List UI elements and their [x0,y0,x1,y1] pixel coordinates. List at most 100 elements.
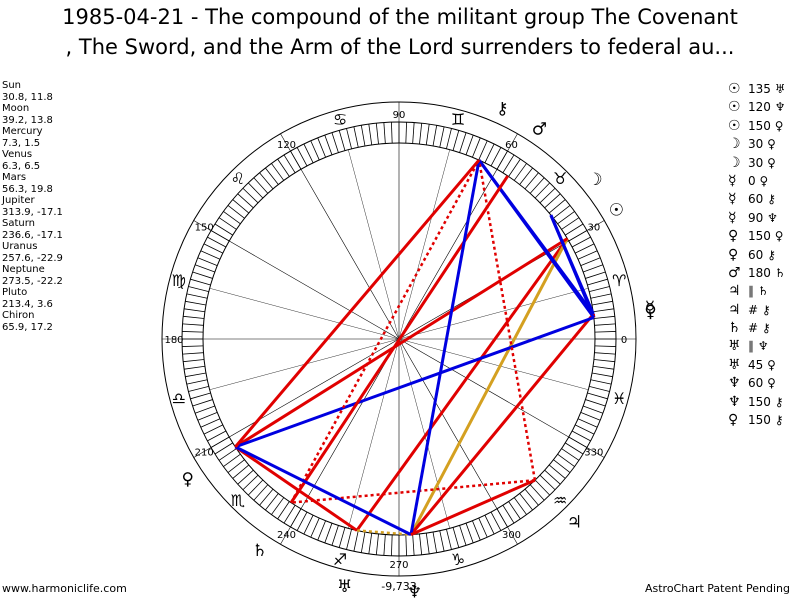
zodiac-sign-glyph: ♊ [451,110,465,129]
planet-coords: 39.2, 13.8 [2,114,53,126]
degree-tick [331,132,339,153]
aspect-row: ♆ 150 ⚷ [728,393,785,411]
degree-tick [207,236,227,248]
planet-name: Neptune [2,264,45,275]
aspect-planet-1-glyph: ♀ [728,412,739,429]
degree-tick [565,442,584,455]
aspect-value: 150 [748,413,775,428]
aspect-row: ☉ 135 ♅ [728,80,785,98]
spoke-line [193,220,400,340]
aspect-value: ∥ [748,339,758,354]
degree-tick [594,345,616,347]
degree-tick [587,392,608,400]
degree-tick [561,217,580,230]
aspect-line [234,159,481,448]
degree-tick [589,286,610,292]
aspect-planet-1-glyph: ☽ [728,136,741,153]
degree-tick [391,534,393,556]
planet-name: Pluto [2,287,28,298]
planet-glyph: ♂ [532,120,547,140]
degree-tick [534,182,551,199]
degree-tick [502,154,515,173]
aspect-line [289,175,509,504]
degree-tick [577,418,598,428]
degree-tick [425,124,430,145]
aspect-line [410,478,536,537]
degree-label: 210 [195,448,214,459]
degree-label: 300 [502,530,521,541]
degree-tick [478,140,488,161]
planet-name: Moon [2,103,30,114]
degree-tick [242,187,259,204]
degree-tick [184,308,205,313]
aspect-line [290,159,481,504]
planet-coords: 236.6, -17.1 [2,229,63,241]
aspect-row: ♅ ∥ ♆ [728,337,785,355]
degree-tick [419,533,423,555]
degree-tick [331,525,339,546]
aspect-line [549,214,596,319]
degree-tick [338,130,346,151]
degree-tick [375,533,379,555]
degree-tick [519,493,533,511]
aspect-planet-1-glyph: ☽ [728,154,741,171]
degree-tick [484,514,495,535]
planet-glyph: ☿ [645,298,655,318]
aspect-planet-2-glyph: ♄ [757,284,769,299]
degree-tick [580,412,601,421]
degree-tick [214,223,233,236]
aspect-planet-1-glyph: ♆ [728,375,741,392]
degree-tick [593,365,614,370]
degree-tick [383,122,386,144]
degree-tick [472,520,481,541]
zodiac-sign-glyph: ♑ [451,550,465,569]
degree-tick [194,264,215,273]
aspect-list: ☉ 135 ♅ ☉ 120 ♆ ☉ 150 ♀ ☽ 30 ♀ ☽ 30 ♀ ☿ 0 ♀ ☿ 60 ⚷ ☿ 90… [728,80,785,429]
aspect-value: 120 [748,100,775,115]
degree-tick [237,193,254,209]
degree-tick [574,424,595,435]
degree-tick [182,352,204,355]
aspect-line [477,159,537,481]
footer-website[interactable]: www.harmoniclife.com [2,582,127,595]
degree-tick [589,386,610,392]
degree-tick [310,517,320,538]
degree-tick [192,399,213,407]
degree-tick [218,217,237,230]
degree-tick [594,352,616,355]
spoke-line [398,338,589,390]
degree-tick [593,359,615,363]
degree-tick [185,372,207,378]
aspect-line [234,237,569,449]
planet-coords: 273.5, -22.2 [2,275,63,287]
degree-tick [452,130,460,151]
degree-tick [553,459,571,473]
aspect-planet-1-glyph: ♃ [728,301,741,318]
degree-tick [548,464,566,479]
degree-label: 90 [393,110,406,121]
spoke-line [398,149,450,340]
degree-tick [478,517,488,538]
spoke-line [193,338,400,458]
aspect-line [409,159,481,535]
degree-tick [594,323,616,326]
aspect-line [409,237,569,536]
degree-tick [186,379,208,385]
zodiac-sign-glyph: ♒ [553,491,567,510]
aspect-value: 150 [748,394,775,409]
aspect-planet-1-glyph: ☉ [728,81,741,97]
degree-tick [242,474,259,491]
degree-tick [253,177,269,194]
degree-tick [183,315,205,319]
aspect-row: ♂ 180 ♄ [728,264,785,282]
degree-tick [391,122,393,144]
degree-tick [585,399,606,407]
degree-tick [353,530,359,552]
spoke-line [209,288,400,340]
degree-tick [459,132,467,153]
aspect-value: 90 [748,210,768,225]
degree-tick [200,418,221,428]
planet-glyph: ♃ [567,512,582,532]
degree-tick [353,126,359,148]
planet-coords: 213.4, 3.6 [2,298,53,310]
